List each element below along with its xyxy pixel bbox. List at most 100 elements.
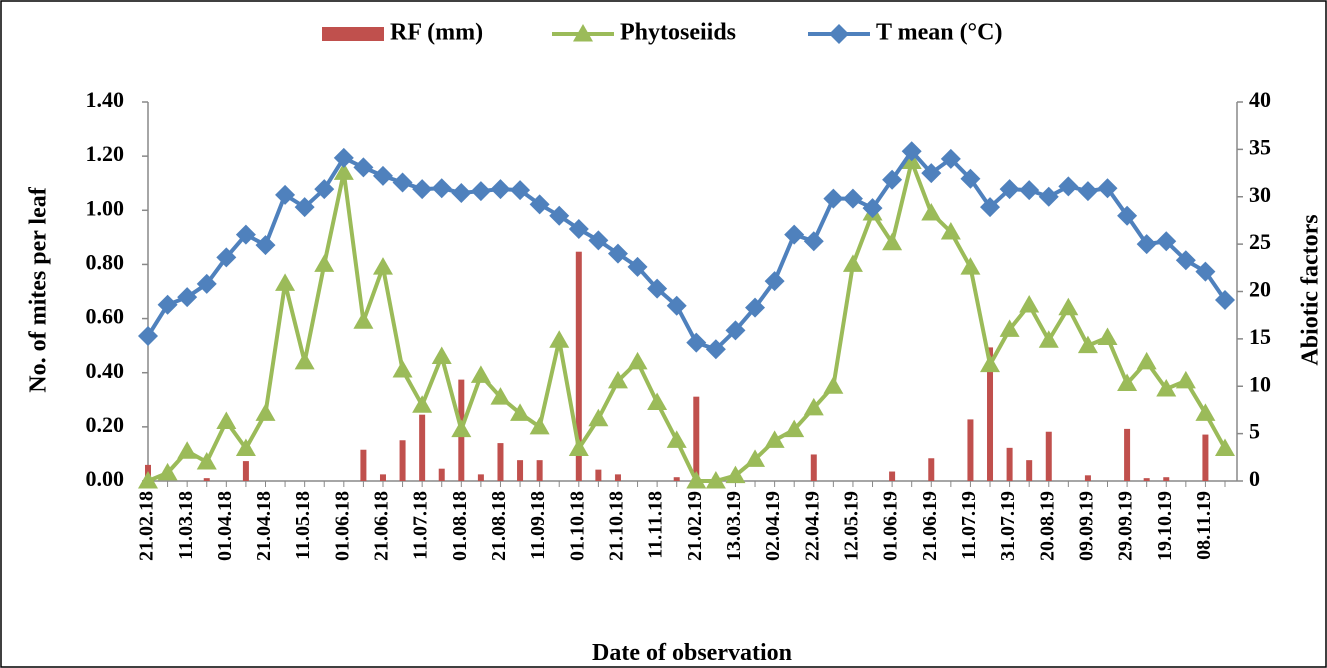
- marker: [901, 141, 922, 162]
- marker: [842, 188, 863, 209]
- x-tick-label: 08.11.19: [1193, 491, 1215, 560]
- marker: [294, 197, 315, 218]
- bar: [1084, 475, 1091, 481]
- x-tick-label: 02.04.19: [762, 491, 784, 561]
- marker: [470, 365, 491, 383]
- x-tick-label: 31.07.19: [997, 491, 1019, 561]
- marker: [1175, 370, 1196, 389]
- marker: [1215, 290, 1235, 311]
- marker: [784, 224, 805, 245]
- marker: [940, 221, 961, 240]
- marker: [999, 179, 1020, 200]
- bar: [360, 449, 367, 481]
- marker: [627, 351, 648, 370]
- bar: [536, 460, 543, 481]
- y2-tick-label: 15: [1249, 324, 1271, 349]
- x-tick-label: 29.09.19: [1115, 491, 1137, 561]
- marker: [1136, 351, 1157, 370]
- marker: [764, 430, 785, 448]
- marker: [1058, 297, 1079, 316]
- y-tick-label: 0.00: [86, 466, 125, 491]
- x-axis-title: Date of observation: [592, 640, 792, 666]
- marker: [235, 224, 256, 245]
- marker: [803, 231, 824, 252]
- marker: [372, 165, 393, 186]
- marker: [353, 311, 374, 329]
- marker: [764, 271, 785, 292]
- line: [147, 159, 1227, 483]
- y2-tick-label: 35: [1249, 134, 1271, 159]
- marker: [705, 339, 726, 360]
- marker: [686, 471, 707, 489]
- marker: [1019, 295, 1040, 313]
- x-tick-label: 21.06.18: [371, 491, 393, 561]
- marker: [216, 411, 237, 429]
- x-tick-label: 11.03.18: [175, 491, 197, 560]
- x-tick-label: 21.06.19: [919, 491, 941, 561]
- x-tick-label: 01.04.18: [214, 491, 236, 561]
- marker: [588, 230, 609, 251]
- marker: [1019, 180, 1040, 201]
- x-tick-label: 01.06.18: [331, 491, 353, 561]
- marker: [647, 392, 668, 410]
- x-tick-label: 11.07.19: [958, 491, 980, 560]
- legend-label: RF (mm): [390, 20, 483, 46]
- marker: [157, 294, 178, 315]
- marker: [647, 278, 668, 299]
- marker: [784, 419, 805, 438]
- marker: [255, 235, 276, 256]
- bar: [1026, 460, 1033, 481]
- x-tick-label: 21.10.18: [606, 491, 628, 561]
- x-tick-label: 21.04.18: [253, 491, 275, 561]
- marker: [1156, 378, 1177, 397]
- bar: [967, 419, 974, 481]
- marker: [1117, 205, 1138, 226]
- y-tick-label: 0.40: [86, 358, 125, 383]
- marker: [392, 172, 413, 193]
- marker: [392, 360, 413, 378]
- y2-tick-label: 5: [1249, 419, 1260, 444]
- y-tick-label: 0.80: [86, 249, 125, 274]
- bar: [1202, 434, 1209, 481]
- y2-tick-label: 40: [1249, 87, 1271, 112]
- marker: [353, 157, 374, 178]
- bar: [399, 440, 406, 481]
- marker: [980, 354, 1001, 373]
- x-tick-label: 11.09.18: [527, 491, 549, 560]
- marker: [1156, 231, 1177, 252]
- marker: [1195, 403, 1216, 421]
- marker: [568, 438, 589, 457]
- bar: [517, 460, 524, 481]
- marker: [568, 218, 589, 239]
- marker: [490, 179, 511, 200]
- bar: [1006, 447, 1013, 481]
- x-tick-label: 01.08.18: [449, 491, 471, 561]
- marker: [705, 471, 726, 489]
- marker: [510, 403, 531, 421]
- marker: [607, 370, 628, 389]
- y2-tick-label: 10: [1249, 371, 1271, 396]
- x-tick-label: 21.02.19: [684, 491, 706, 561]
- x-tick-label: 11.07.18: [410, 491, 432, 560]
- marker: [314, 254, 335, 272]
- marker: [275, 184, 296, 205]
- marker: [666, 430, 687, 448]
- bar: [242, 461, 249, 481]
- marker: [216, 247, 237, 268]
- x-tick-label: 22.04.19: [801, 491, 823, 561]
- marker: [725, 320, 746, 341]
- marker: [607, 243, 628, 264]
- marker: [490, 387, 511, 405]
- marker: [1058, 176, 1079, 197]
- marker: [725, 465, 746, 484]
- marker: [157, 462, 178, 481]
- marker: [842, 254, 863, 272]
- marker: [1077, 181, 1098, 202]
- x-tick-label: 20.08.19: [1036, 491, 1058, 561]
- marker: [1038, 186, 1059, 207]
- bar: [614, 474, 621, 481]
- marker: [921, 202, 942, 221]
- marker: [196, 452, 217, 470]
